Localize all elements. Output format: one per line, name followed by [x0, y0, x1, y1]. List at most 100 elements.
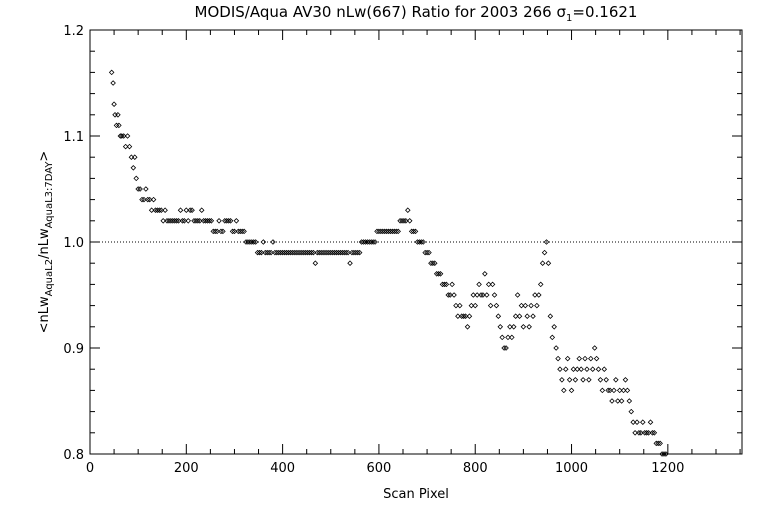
- data-point: [474, 292, 480, 298]
- data-point: [222, 218, 228, 224]
- data-point: [408, 228, 415, 235]
- data-point: [249, 239, 255, 245]
- data-point: [177, 207, 184, 213]
- data-point: [195, 218, 201, 224]
- data-point: [568, 387, 575, 394]
- data-point: [189, 207, 195, 213]
- data-point: [111, 101, 117, 107]
- data-point: [208, 218, 215, 224]
- data-point: [576, 355, 583, 362]
- data-point: [455, 313, 461, 319]
- x-tick-label: 800: [463, 461, 488, 476]
- data-point: [393, 228, 400, 235]
- data-point: [557, 366, 563, 372]
- data-point: [622, 377, 629, 383]
- data-point: [537, 281, 544, 288]
- data-point: [449, 281, 455, 288]
- data-point: [381, 228, 388, 235]
- data-point: [289, 249, 296, 256]
- data-point: [501, 345, 507, 351]
- data-point: [588, 355, 594, 362]
- y-tick-label: 1.2: [63, 24, 84, 39]
- data-point: [204, 218, 211, 224]
- data-point: [139, 196, 145, 203]
- data-point: [376, 228, 382, 235]
- data-point: [191, 218, 197, 224]
- y-axis-label: <nLwAquaL2/nLwAquaL3:7DAY>: [37, 151, 55, 334]
- data-point: [162, 207, 168, 213]
- data-point: [227, 218, 234, 224]
- data-point: [493, 302, 500, 309]
- data-point: [214, 228, 220, 235]
- data-point: [420, 239, 426, 245]
- data-point: [647, 419, 654, 425]
- data-point: [295, 249, 301, 256]
- data-point: [543, 239, 550, 245]
- data-point: [245, 239, 251, 245]
- data-point: [570, 366, 577, 372]
- data-point: [426, 249, 432, 256]
- data-point: [146, 196, 153, 203]
- data-point: [640, 419, 646, 425]
- data-point: [549, 334, 556, 341]
- title-sigma-sub: 1: [566, 13, 572, 24]
- data-point: [636, 430, 642, 436]
- data-point: [428, 260, 434, 266]
- data-point: [368, 239, 374, 245]
- data-point: [505, 334, 511, 341]
- data-point: [326, 249, 332, 256]
- data-point: [270, 239, 276, 245]
- data-point: [495, 313, 502, 319]
- data-point: [406, 218, 413, 224]
- title-main: MODIS/Aqua AV30 nLw(667) Ratio for 2003 …: [195, 3, 557, 21]
- data-point: [649, 430, 656, 436]
- data-point: [630, 419, 636, 425]
- data-point: [179, 218, 186, 224]
- data-point: [154, 207, 161, 213]
- data-point: [645, 430, 652, 436]
- ylabel-lead: <nLw: [37, 296, 52, 333]
- data-point: [143, 186, 149, 192]
- data-point: [593, 355, 600, 362]
- data-point: [316, 249, 322, 256]
- data-point: [302, 249, 309, 256]
- data-point: [628, 408, 635, 415]
- data-point: [520, 324, 527, 330]
- data-point: [661, 451, 667, 457]
- data-point: [252, 239, 259, 245]
- data-point: [445, 292, 452, 298]
- data-point: [345, 249, 351, 256]
- data-point: [277, 249, 284, 256]
- data-point: [216, 218, 222, 224]
- data-point: [185, 218, 191, 224]
- x-tick-label: 1000: [555, 461, 588, 476]
- plot-frame: [89, 29, 743, 455]
- data-point: [572, 377, 579, 383]
- data-point: [173, 218, 180, 224]
- data-point: [202, 218, 209, 224]
- data-point: [354, 249, 361, 256]
- data-point: [460, 313, 467, 319]
- x-tick-label: 400: [270, 461, 295, 476]
- ylabel-tail: >: [37, 151, 52, 162]
- data-point: [470, 292, 477, 298]
- data-point: [183, 207, 190, 213]
- data-point: [561, 387, 567, 394]
- data-point: [171, 218, 178, 224]
- data-point: [299, 249, 305, 256]
- data-point: [441, 281, 448, 288]
- data-point: [401, 218, 407, 224]
- data-point: [349, 249, 355, 256]
- data-point: [175, 218, 182, 224]
- data-point: [187, 207, 193, 213]
- data-point: [432, 260, 438, 266]
- data-point: [559, 377, 565, 383]
- data-point: [433, 271, 440, 277]
- data-point: [254, 249, 261, 256]
- data-point: [618, 398, 625, 404]
- data-point: [320, 249, 326, 256]
- data-point: [200, 218, 207, 224]
- data-point: [324, 249, 330, 256]
- data-point: [609, 398, 615, 404]
